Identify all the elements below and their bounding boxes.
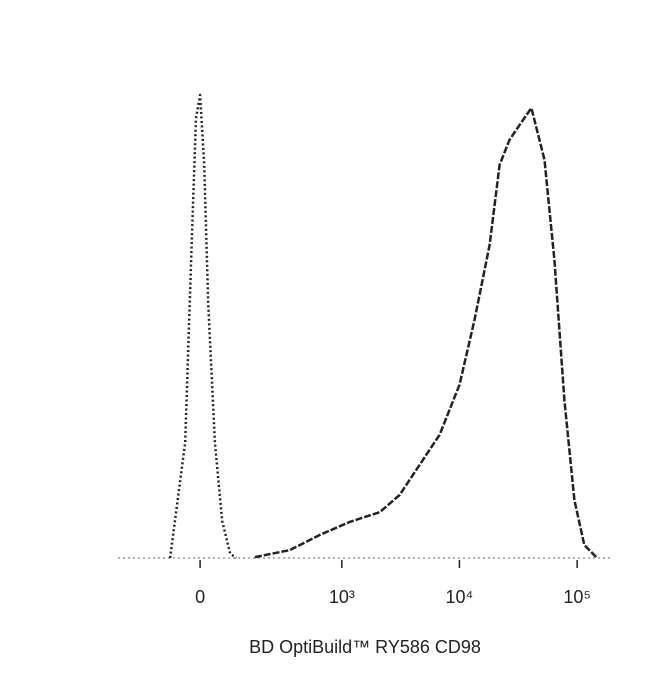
series-line xyxy=(168,93,237,559)
x-axis-label: BD OptiBuild™ RY586 CD98 xyxy=(249,637,481,657)
x-tick-label: 10³ xyxy=(329,587,355,607)
series-line xyxy=(254,106,598,559)
x-tick-label: 10⁴ xyxy=(446,587,474,607)
x-tick-label: 10⁵ xyxy=(563,587,590,607)
x-tick-label: 0 xyxy=(195,587,205,607)
